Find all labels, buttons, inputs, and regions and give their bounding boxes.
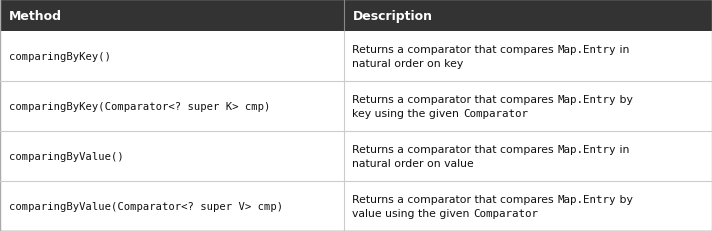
Text: Returns a comparator that compares: Returns a comparator that compares: [352, 194, 557, 204]
Text: key using the given: key using the given: [352, 109, 463, 119]
Text: in: in: [616, 45, 629, 55]
Text: Map.Entry: Map.Entry: [557, 95, 616, 105]
Bar: [0, 82, 712, 131]
Text: Method: Method: [9, 9, 61, 22]
Text: comparingByValue(): comparingByValue(): [9, 151, 123, 161]
Text: Map.Entry: Map.Entry: [557, 144, 616, 154]
Bar: [0, 32, 712, 82]
Text: Returns a comparator that compares: Returns a comparator that compares: [352, 144, 557, 154]
Text: comparingByValue(Comparator<? super V> cmp): comparingByValue(Comparator<? super V> c…: [9, 201, 283, 211]
Text: in: in: [616, 144, 629, 154]
Text: by: by: [616, 194, 633, 204]
Text: Comparator: Comparator: [473, 208, 538, 218]
Bar: [0, 131, 712, 181]
Text: Returns a comparator that compares: Returns a comparator that compares: [352, 95, 557, 105]
Bar: [0, 181, 712, 231]
Bar: [0, 0, 712, 32]
Text: by: by: [616, 95, 633, 105]
Text: value using the given: value using the given: [352, 208, 473, 218]
Text: comparingByKey(): comparingByKey(): [9, 52, 110, 62]
Text: Returns a comparator that compares: Returns a comparator that compares: [352, 45, 557, 55]
Text: Comparator: Comparator: [463, 109, 528, 119]
Text: Map.Entry: Map.Entry: [557, 45, 616, 55]
Text: natural order on value: natural order on value: [352, 158, 474, 168]
Text: Map.Entry: Map.Entry: [557, 194, 616, 204]
Text: Description: Description: [352, 9, 432, 22]
Text: comparingByKey(Comparator<? super K> cmp): comparingByKey(Comparator<? super K> cmp…: [9, 102, 270, 112]
Text: natural order on key: natural order on key: [352, 59, 464, 69]
